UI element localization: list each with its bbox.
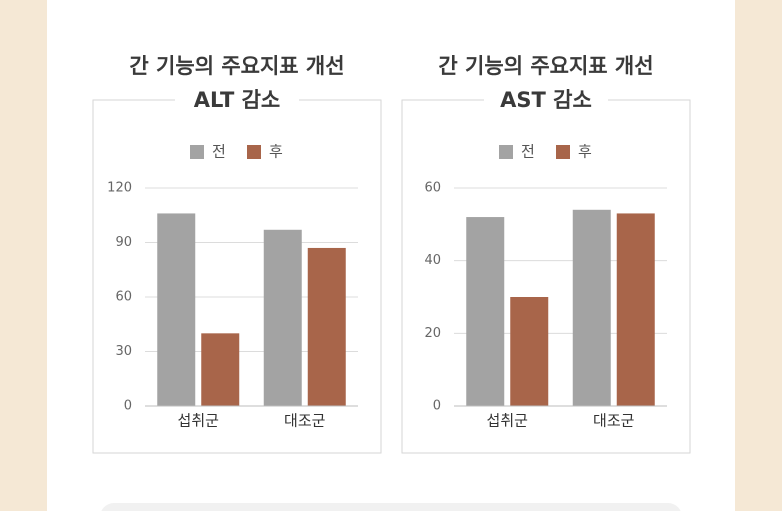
legend-label: 전 xyxy=(521,143,535,161)
legend-label: 전 xyxy=(212,143,226,161)
legend-swatch xyxy=(190,145,204,159)
y-tick-label: 0 xyxy=(124,399,132,414)
bar xyxy=(510,297,549,406)
subtitle-backdrop xyxy=(484,86,608,116)
x-tick-label: 섭취군 xyxy=(178,412,220,430)
y-tick-label: 90 xyxy=(115,235,132,250)
bar xyxy=(263,229,302,406)
subtitle-backdrop xyxy=(175,86,299,116)
chart-subtitle: AST 감소 xyxy=(500,88,592,112)
chart-title: 간 기능의 주요지표 개선 xyxy=(438,54,653,78)
bar xyxy=(572,209,611,406)
bar xyxy=(157,213,196,406)
x-tick-label: 대조군 xyxy=(593,412,635,430)
x-tick-label: 대조군 xyxy=(284,412,326,430)
chart-subtitle: ALT 감소 xyxy=(194,88,280,112)
y-tick-label: 40 xyxy=(424,253,441,268)
legend-label: 후 xyxy=(578,143,592,161)
bar xyxy=(616,213,655,406)
y-tick-label: 60 xyxy=(115,290,132,305)
bar xyxy=(201,333,240,406)
bottom-box xyxy=(100,503,682,515)
y-tick-label: 120 xyxy=(107,181,132,196)
y-tick-label: 30 xyxy=(115,344,132,359)
chart-title: 간 기능의 주요지표 개선 xyxy=(129,54,344,78)
y-tick-label: 20 xyxy=(424,326,441,341)
x-tick-label: 섭취군 xyxy=(487,412,529,430)
legend-swatch xyxy=(247,145,261,159)
bar xyxy=(307,247,346,406)
legend-label: 후 xyxy=(269,143,283,161)
y-tick-label: 0 xyxy=(433,399,441,414)
bar xyxy=(466,217,505,406)
legend-swatch xyxy=(556,145,570,159)
legend-swatch xyxy=(499,145,513,159)
y-tick-label: 60 xyxy=(424,181,441,196)
